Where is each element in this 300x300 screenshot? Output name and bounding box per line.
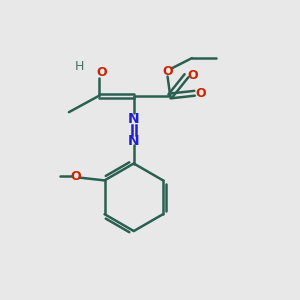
Text: O: O — [187, 69, 198, 82]
Text: H: H — [75, 60, 84, 73]
Text: O: O — [96, 67, 107, 80]
Text: N: N — [128, 134, 140, 148]
Text: N: N — [128, 112, 140, 126]
Text: O: O — [162, 65, 173, 78]
Text: O: O — [195, 87, 206, 100]
Text: O: O — [71, 170, 82, 183]
